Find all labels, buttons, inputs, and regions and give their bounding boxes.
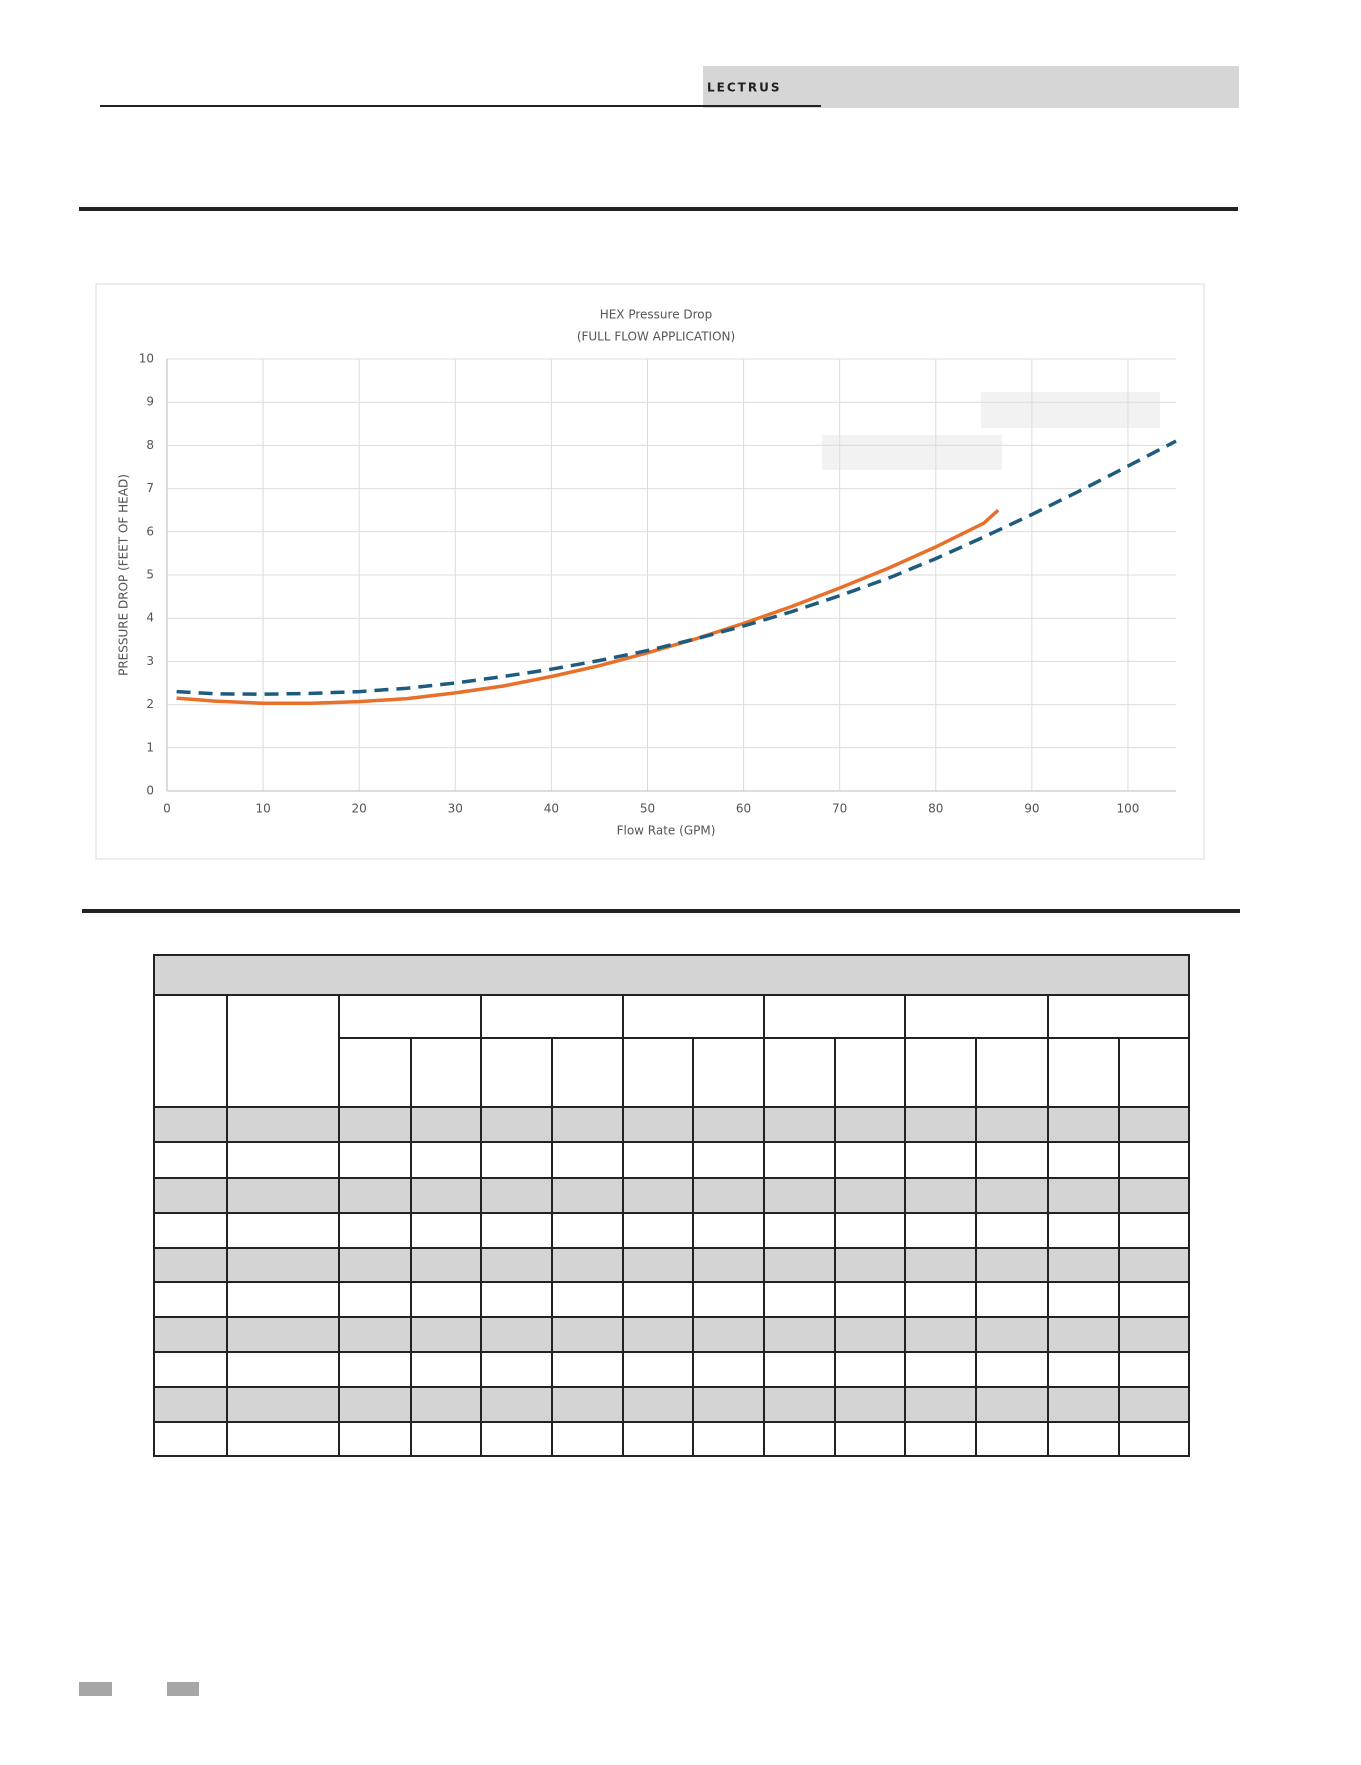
- footer-box: [167, 1682, 199, 1696]
- x-tick-label: 30: [448, 802, 463, 816]
- header-bar: [703, 66, 1239, 108]
- y-tick-label: 2: [146, 697, 154, 711]
- chart: HEX Pressure Drop (FULL FLOW APPLICATION…: [117, 308, 1177, 838]
- row-shade: [154, 1248, 1189, 1282]
- y-tick-label: 4: [146, 611, 154, 625]
- x-tick-label: 40: [544, 802, 559, 816]
- y-axis-label: PRESSURE DROP (FEET OF HEAD): [117, 474, 131, 676]
- chart-title: HEX Pressure Drop: [600, 308, 713, 322]
- y-tick-label: 3: [146, 654, 154, 668]
- row-shade: [154, 1107, 1189, 1142]
- footer-box: [79, 1682, 112, 1696]
- legend-box: [981, 392, 1160, 428]
- x-tick-label: 10: [255, 802, 270, 816]
- chart-subtitle: (FULL FLOW APPLICATION): [577, 330, 735, 344]
- x-tick-label: 90: [1024, 802, 1039, 816]
- y-tick-label: 0: [146, 784, 154, 798]
- chart-frame: [95, 283, 1205, 860]
- x-tick-label: 100: [1116, 802, 1139, 816]
- table: [153, 954, 1190, 1457]
- legend-box: [822, 435, 1002, 470]
- y-tick-label: 5: [146, 568, 154, 582]
- logo: LECTRUS: [707, 81, 781, 95]
- x-tick-label: 80: [928, 802, 943, 816]
- x-tick-label: 20: [352, 802, 367, 816]
- y-tick-label: 10: [139, 352, 154, 366]
- x-tick-label: 0: [163, 802, 171, 816]
- row-shade: [154, 1178, 1189, 1213]
- row-shade: [154, 1317, 1189, 1352]
- row-shade: [154, 1387, 1189, 1422]
- y-tick-label: 6: [146, 524, 154, 538]
- series-line: [176, 508, 1000, 706]
- x-axis-label: Flow Rate (GPM): [617, 824, 716, 838]
- y-tick-label: 8: [146, 438, 154, 452]
- series-line: [176, 439, 1177, 696]
- x-tick-label: 60: [736, 802, 751, 816]
- table-border: [153, 994, 1190, 1457]
- table-header: [153, 954, 1190, 996]
- y-tick-label: 1: [146, 740, 154, 754]
- y-tick-label: 7: [146, 481, 154, 495]
- x-tick-label: 70: [832, 802, 847, 816]
- y-tick-label: 9: [146, 395, 154, 409]
- x-tick-label: 50: [640, 802, 655, 816]
